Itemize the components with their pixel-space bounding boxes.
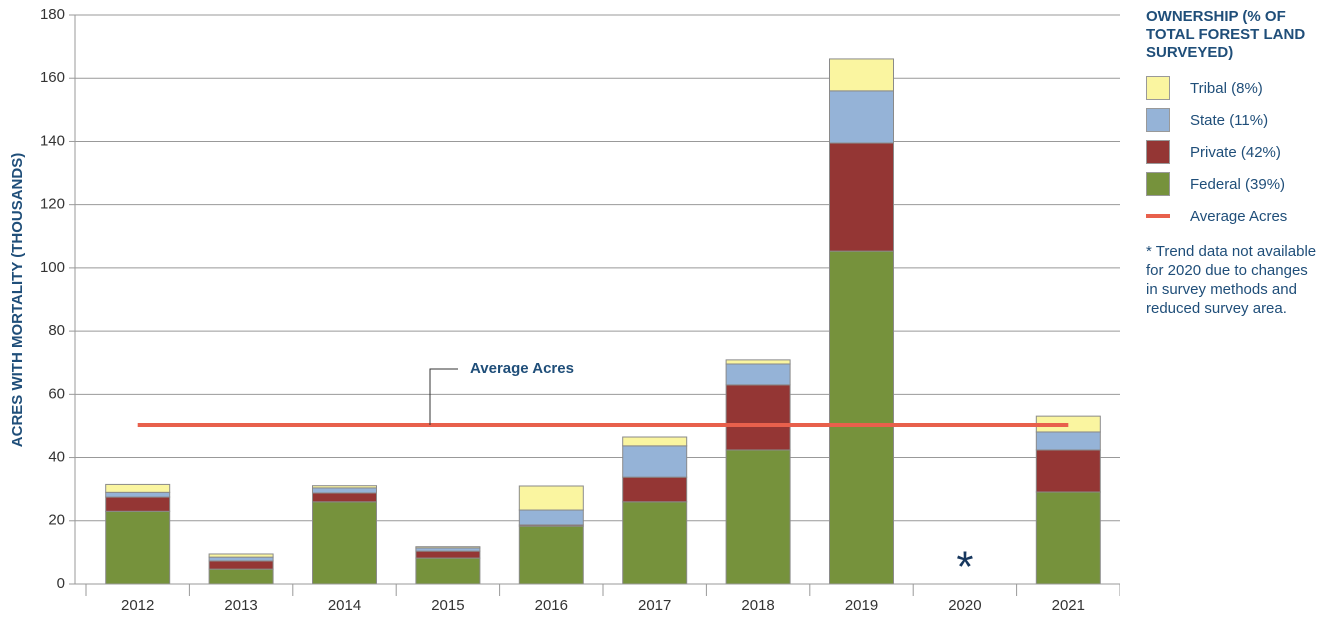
bar-segment [829,250,894,585]
legend-swatch [1146,108,1170,132]
legend-swatch [1146,76,1170,100]
y-tick-label: 20 [48,512,65,529]
x-tick-label: 2012 [121,597,154,614]
x-tick-label: 2015 [431,597,464,614]
bar-segment [725,449,791,585]
bar-segment [208,568,274,585]
bar-segment [208,556,274,562]
y-tick-label: 60 [48,385,65,402]
x-tick-label: 2020 [948,597,981,614]
bar-segment [208,560,274,570]
x-tick-label: 2017 [638,597,671,614]
legend-label: Federal (39%) [1190,175,1286,193]
legend-label: Tribal (8%) [1190,79,1263,97]
bar-segment [518,525,584,585]
legend-items: Tribal (8%) State (11%) Private (42%) Feder… [1146,72,1321,232]
x-tick-label: 2018 [741,597,774,614]
bar-segment [312,485,377,489]
bar-segment [622,476,688,503]
legend-item: Private (42%) [1146,136,1321,168]
bar-segment [725,359,791,365]
note: * Trend data not available for 2020 due … [1146,243,1317,317]
legend-label: Private (42%) [1190,143,1281,161]
chart: ACRES WITH MORTALITY (THOUSANDS) 0 20 40 60… [9,6,1121,614]
y-tick-label: 160 [40,69,65,86]
bar-segment [1035,449,1101,493]
legend-item: Average Acres [1146,200,1321,232]
y-tick-label: 140 [40,132,65,149]
y-tick-label: 120 [40,196,65,213]
legend-label: Average Acres [1190,207,1288,225]
legend-swatch [1146,214,1170,218]
x-tick-label: 2021 [1052,597,1085,614]
y-tick-label: 40 [48,449,65,466]
bar-segment [829,142,894,252]
legend-swatch [1146,140,1170,164]
bar-segment [105,491,171,498]
annotation-leader [429,368,458,425]
bar-segment [105,510,171,585]
bar-segment [312,487,377,494]
bar-segment [829,58,894,92]
legend-title: OWNERSHIP (% OF TOTAL FOREST LAND SURVEY… [1146,8,1306,61]
bar-segment [622,436,688,447]
bar-segment [312,492,377,503]
bar-segment [518,509,584,526]
x-tick-label: 2014 [328,597,361,614]
legend-label: State (11%) [1190,111,1269,129]
y-tick-label: 100 [40,259,65,276]
x-tick-label: 2013 [224,597,257,614]
bar-segment [1035,431,1101,451]
annotation: Average Acres [470,360,574,377]
y-tick-label: 180 [40,6,65,23]
bar-segment [415,557,481,585]
x-tick-label: 2016 [535,597,568,614]
bar-segment [829,90,894,144]
bar-segment [105,496,171,512]
bar-segment [208,553,274,558]
bar-segment [105,483,171,493]
bar-segment [415,546,481,549]
legend-item: Federal (39%) [1146,168,1321,200]
bar-segment [622,445,688,478]
bar-segment [622,501,688,585]
legend-item: State (11%) [1146,104,1321,136]
bar-segment [415,550,481,559]
bar-segment [1035,491,1101,585]
bar-segment [312,501,377,585]
legend-swatch [1146,172,1170,196]
missing-marker: * [956,543,973,592]
bar-segment [725,363,791,386]
bar-segment [518,485,584,511]
y-tick-label: 0 [57,575,65,592]
bar-segment [725,384,791,451]
y-tick-label: 80 [48,322,65,339]
legend-item: Tribal (8%) [1146,72,1321,104]
y-axis-title: ACRES WITH MORTALITY (THOUSANDS) [9,153,26,447]
x-tick-label: 2019 [845,597,878,614]
legend: OWNERSHIP (% OF TOTAL FOREST LAND SURVEY… [1146,8,1321,318]
